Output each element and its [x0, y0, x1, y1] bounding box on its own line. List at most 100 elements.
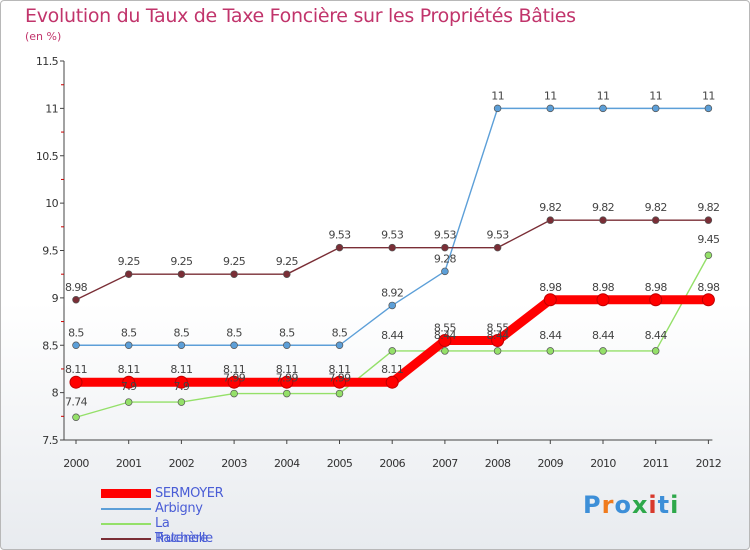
chart-title: Evolution du Taux de Taxe Foncière sur l…: [25, 5, 576, 27]
legend-label: SERMOYER: [155, 486, 224, 501]
data-point: [124, 341, 133, 350]
data-label: 8.44: [539, 329, 562, 342]
logo-letter: o: [614, 491, 632, 519]
x-tick-label: 2008: [485, 457, 511, 470]
data-label: 11: [544, 89, 557, 102]
data-point: [283, 270, 291, 278]
y-tick-label: 11: [45, 102, 58, 115]
data-label: 7.99: [328, 372, 351, 385]
x-tick-label: 2010: [590, 457, 616, 470]
data-point: [493, 104, 502, 113]
data-label: 8.55: [487, 322, 510, 335]
legend-label: Ratenelle: [155, 531, 213, 546]
data-point: [230, 341, 238, 350]
data-point: [177, 270, 186, 278]
data-point: [124, 398, 133, 406]
data-point: [704, 251, 713, 259]
data-label: 8.11: [381, 363, 403, 376]
data-label: 9.82: [645, 201, 667, 214]
data-point: [280, 375, 294, 389]
data-point: [283, 341, 291, 350]
data-label: 8.5: [174, 326, 190, 339]
data-point: [230, 389, 238, 398]
y-tick-label: 8: [52, 387, 59, 400]
data-point: [333, 375, 346, 389]
legend-swatch: [101, 538, 151, 540]
data-point: [441, 243, 449, 252]
data-label: 9.25: [223, 255, 246, 268]
data-label: 9.45: [697, 233, 720, 246]
logo-letter: i: [648, 491, 658, 519]
x-tick-label: 2007: [432, 457, 458, 470]
data-label: 11: [491, 89, 504, 102]
data-point: [701, 293, 715, 307]
data-label: 8.44: [645, 329, 668, 342]
x-tick-label: 2006: [379, 457, 405, 470]
x-tick-label: 2009: [537, 457, 563, 470]
data-point: [227, 375, 241, 389]
data-point: [651, 104, 660, 113]
x-tick-label: 2012: [696, 457, 722, 470]
data-label: 11: [702, 89, 715, 102]
data-point: [651, 347, 660, 355]
data-label: 9.28: [434, 252, 457, 265]
data-point: [335, 389, 344, 398]
data-point: [230, 270, 238, 278]
data-point: [704, 216, 713, 224]
data-label: 8.98: [645, 281, 668, 294]
y-tick-label: 10: [45, 197, 58, 210]
data-label: 7.9: [121, 380, 137, 393]
data-point: [388, 243, 396, 252]
y-tick-label: 9.5: [42, 245, 58, 258]
data-point: [493, 243, 502, 252]
data-point: [335, 243, 344, 252]
logo-letter: x: [631, 491, 649, 519]
data-label: 8.92: [381, 286, 403, 299]
data-point: [599, 216, 607, 224]
legend-swatch: [101, 523, 151, 525]
data-point: [546, 216, 555, 224]
data-label: 8.98: [592, 281, 615, 294]
data-label: 8.11: [328, 363, 350, 376]
data-point: [283, 389, 291, 398]
x-tick-label: 2005: [327, 457, 353, 470]
y-tick-label: 9: [52, 292, 59, 305]
logo-letter: t: [657, 491, 671, 519]
data-label: 7.9: [174, 380, 190, 393]
data-label: 9.53: [487, 229, 510, 242]
data-point: [174, 375, 188, 389]
data-point: [651, 216, 660, 224]
x-tick-label: 2003: [221, 457, 247, 470]
data-point: [69, 375, 83, 389]
x-tick-label: 2000: [63, 457, 89, 470]
data-label: 8.5: [279, 326, 295, 339]
legend-swatch: [101, 508, 151, 510]
logo-letter: P: [583, 491, 602, 519]
data-label: 9.25: [276, 255, 299, 268]
data-label: 9.53: [381, 229, 404, 242]
data-point: [546, 347, 555, 355]
data-label: 8.55: [434, 322, 457, 335]
data-label: 8.5: [68, 326, 84, 339]
data-point: [388, 347, 396, 355]
data-label: 8.11: [170, 363, 192, 376]
data-point: [72, 341, 80, 350]
data-point: [543, 293, 557, 307]
data-point: [438, 334, 452, 348]
data-point: [385, 375, 399, 389]
y-tick-label: 8.5: [42, 339, 58, 352]
data-label: 11: [649, 89, 662, 102]
data-point: [177, 398, 186, 406]
data-point: [388, 301, 396, 310]
data-label: 8.44: [592, 329, 615, 342]
data-label: 9.53: [434, 229, 457, 242]
data-label: 7.99: [276, 372, 299, 385]
data-point: [335, 341, 344, 350]
data-point: [599, 347, 607, 355]
data-point: [122, 375, 136, 389]
data-label: 7.99: [223, 372, 246, 385]
y-axis-unit: (en %): [25, 30, 62, 43]
data-point: [491, 334, 505, 348]
